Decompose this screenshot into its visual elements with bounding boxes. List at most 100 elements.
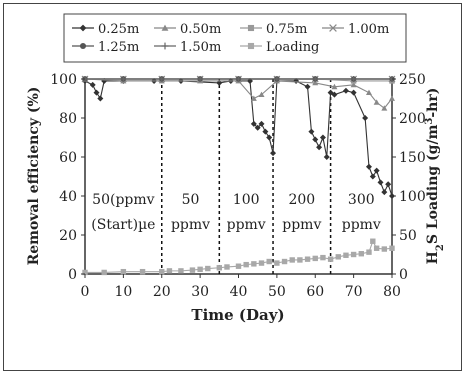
data-point [281,258,288,265]
figure-border [3,3,462,371]
legend-item: 0.50m [154,22,221,37]
x-tick-label: 0 [81,284,90,300]
y-left-tick-label: 40 [59,189,77,205]
x-tick-label: 60 [306,284,324,300]
data-point [89,81,96,88]
data-point [120,268,127,275]
data-point [312,255,318,262]
data-point [369,173,376,180]
legend-label: 0.75m [266,22,307,37]
data-point [312,136,319,143]
legend-marker [161,42,169,50]
plot-area [84,78,393,275]
data-point [205,265,211,272]
data-point [373,167,380,174]
legend-label: 1.50m [180,40,221,55]
data-point [316,144,323,151]
data-point [273,76,280,82]
data-point [262,128,269,135]
data-point [266,134,273,141]
data-point [370,238,376,244]
legend-item: 0.25m [72,22,139,37]
data-point [254,124,261,131]
x-tick-label: 40 [230,284,248,300]
data-point [381,105,388,111]
data-point [381,246,388,252]
y-right-tick-label: 50 [399,228,417,244]
data-point [166,268,173,274]
phase-label-line: ppmv [227,217,266,233]
data-point [97,95,104,102]
phase-label: 100 ppmv [227,192,266,233]
legend: 0.25m 0.50m 0.75m 1.00m 1.25m 1.50m Loading [63,13,407,63]
right-axis-label: H2S Loading (g/m3-hr) [424,88,446,265]
x-tick-label: 20 [153,284,171,300]
phase-label: 200 ppmv [282,192,321,233]
data-point [381,189,388,196]
legend-label: 1.25m [98,40,139,55]
legend-marker [79,42,87,50]
data-point [289,257,295,263]
data-point [270,150,277,157]
data-point [365,89,372,96]
data-point [139,268,146,275]
data-point [274,260,280,266]
data-point [365,163,372,170]
x-axis-label: Time (Day) [191,306,284,324]
data-point [250,120,257,127]
y-left-tick-label: 80 [59,111,77,127]
data-point [331,83,338,90]
data-point [312,79,319,86]
legend-marker [247,42,255,50]
data-point [389,95,395,101]
data-point [189,267,196,273]
legend-item: 1.50m [154,40,221,55]
data-point [358,251,364,257]
legend-label: 0.25m [98,22,139,37]
data-point [101,269,107,276]
data-point [377,179,384,186]
data-point [216,265,223,271]
y-left-tick-label: 100 [50,72,77,88]
legend-item: 1.25m [72,40,139,55]
data-point [251,261,257,267]
y-right-tick-label: 200 [399,111,426,127]
series-Loading [82,238,395,276]
data-point [320,254,326,261]
data-point [297,257,303,263]
y-right-tick-label: 150 [399,150,426,166]
data-point [362,115,369,121]
legend-marker [79,24,87,32]
data-point [327,256,334,262]
data-point [258,91,265,97]
data-point [243,261,249,268]
data-point [224,264,230,270]
legend-item: 0.75m [240,22,307,37]
data-point [342,87,349,94]
data-point [350,89,357,96]
legend-box [63,13,407,63]
left-axis-label: Removal efficiency (%) [26,87,42,266]
legend-marker [247,24,255,32]
legend-label: 1.00m [348,22,389,37]
series-line [85,239,393,273]
phase-label: 50(ppmv (Start)µe [91,192,155,233]
data-point [308,128,315,135]
data-point [331,91,338,98]
data-point [197,76,204,82]
y-right-tick-label: 250 [399,72,426,88]
y-left-tick-label: 0 [68,267,77,283]
data-point [350,251,357,258]
y-left-tick-label: 20 [59,228,77,244]
data-point [350,76,357,82]
data-point [235,263,242,269]
phase-label-line: (Start)µe [91,217,155,233]
phase-label-line: ppmv [171,217,210,233]
x-tick-label: 30 [191,284,209,300]
x-tick-label: 70 [345,284,363,300]
phase-label-line: ppmv [282,217,321,233]
y-right-tick-label: 100 [399,189,426,205]
phase-label-line: 100 [233,192,260,208]
y-left-tick-label: 60 [59,150,77,166]
